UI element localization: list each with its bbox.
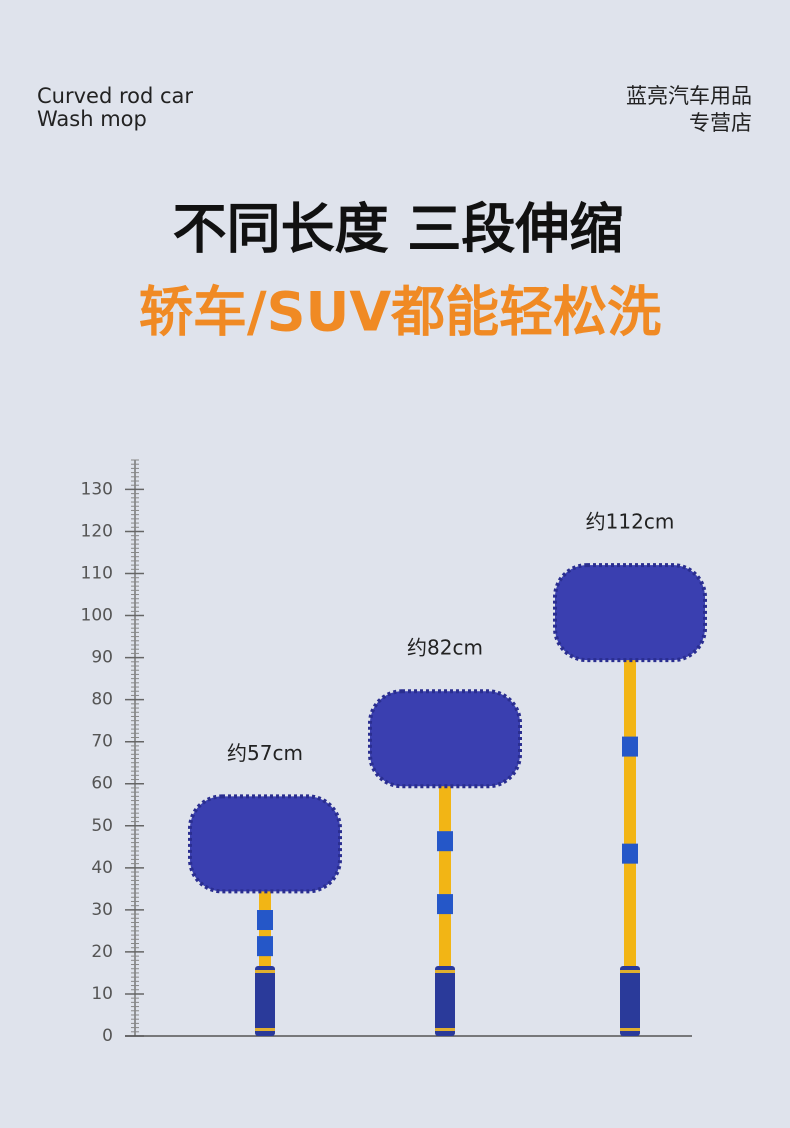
y-tick-label: 100 bbox=[81, 606, 113, 626]
mop-head bbox=[188, 794, 342, 894]
title: 不同长度 三段伸缩 bbox=[173, 198, 624, 261]
value-label: 约82cm bbox=[407, 636, 483, 660]
product-line: Curved rod car bbox=[37, 84, 193, 108]
mop-head bbox=[553, 563, 707, 663]
y-tick-label: 70 bbox=[91, 732, 113, 752]
shop-line: 专营店 bbox=[689, 111, 752, 135]
handle-band bbox=[255, 970, 275, 973]
pole-joint bbox=[622, 736, 638, 757]
y-tick-label: 90 bbox=[91, 648, 113, 668]
y-tick-label: 40 bbox=[91, 858, 113, 878]
y-tick-label: 130 bbox=[81, 479, 113, 499]
mop-head bbox=[368, 689, 522, 789]
y-tick-label: 120 bbox=[81, 521, 113, 541]
y-tick-label: 80 bbox=[91, 690, 113, 710]
y-tick-label: 60 bbox=[91, 774, 113, 794]
handle-band bbox=[255, 1028, 275, 1031]
pole-joint bbox=[437, 894, 453, 915]
shop-line: 蓝亮汽车用品 bbox=[626, 84, 752, 108]
product-line: Wash mop bbox=[37, 107, 147, 131]
y-tick-label: 20 bbox=[91, 942, 113, 962]
handle bbox=[255, 966, 275, 1036]
handle bbox=[620, 966, 640, 1036]
pole-joint bbox=[257, 936, 273, 957]
value-label: 约57cm bbox=[227, 741, 303, 765]
subtitle: 轿车/SUV都能轻松洗 bbox=[139, 281, 661, 344]
y-tick-label: 10 bbox=[91, 984, 113, 1004]
handle-band bbox=[435, 970, 455, 973]
handle-band bbox=[620, 970, 640, 973]
y-tick-label: 110 bbox=[81, 564, 113, 584]
pole-joint bbox=[257, 910, 273, 931]
pole-joint bbox=[437, 831, 453, 852]
handle bbox=[435, 966, 455, 1036]
y-tick-label: 30 bbox=[91, 900, 113, 920]
y-tick-label: 50 bbox=[91, 816, 113, 836]
y-tick-label: 0 bbox=[102, 1026, 113, 1046]
handle-band bbox=[620, 1028, 640, 1031]
pole-joint bbox=[622, 843, 638, 864]
value-label: 约112cm bbox=[586, 510, 675, 534]
handle-band bbox=[435, 1028, 455, 1031]
